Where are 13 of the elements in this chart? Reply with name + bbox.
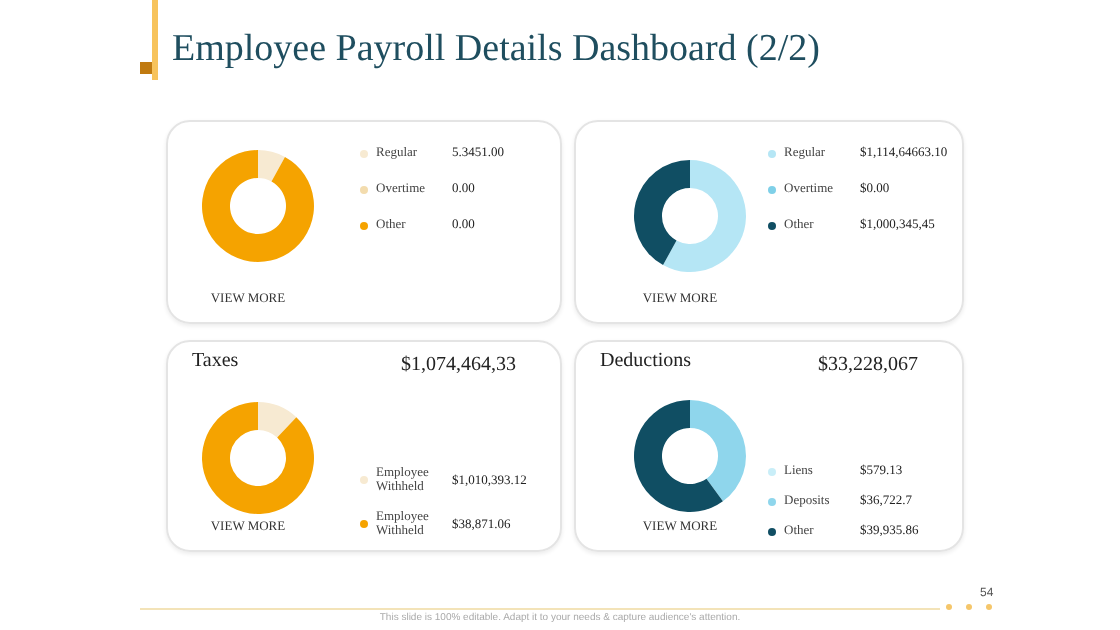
donut-slice <box>258 402 297 438</box>
donut-slice <box>258 150 285 182</box>
text: Employee Payroll Details Dashboard (2/2) <box>172 28 820 72</box>
chart-title: Taxes <box>192 350 239 372</box>
donut-slice <box>690 400 746 502</box>
chart-subtitle: $33,228,067 <box>818 354 918 376</box>
donut-slice <box>634 160 690 266</box>
donut-slice <box>634 400 723 512</box>
donut-slice <box>663 160 746 272</box>
chart-title: Deductions <box>600 350 692 372</box>
chart-subtitle: $1,074,464,33 <box>401 354 516 376</box>
donut-slice <box>202 402 314 514</box>
donut-slice <box>202 150 314 262</box>
